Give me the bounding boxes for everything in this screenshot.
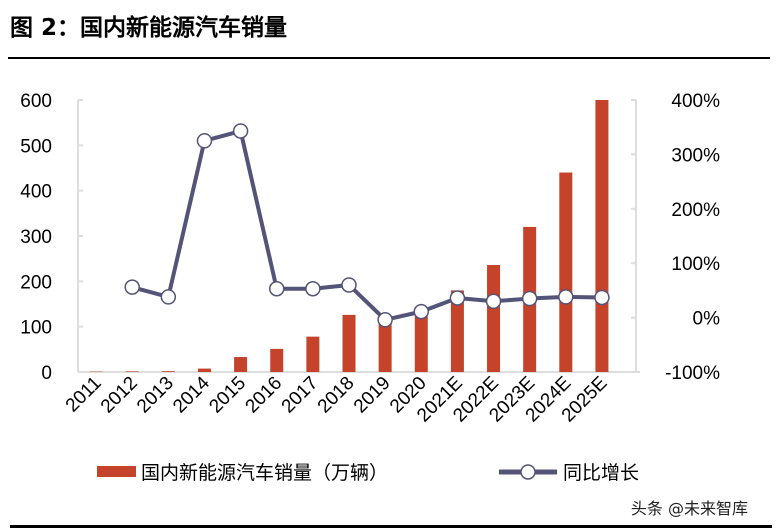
right-tick-label: 200% (671, 200, 720, 221)
bar-2018 (342, 314, 356, 372)
growth-point-2013 (160, 289, 177, 305)
legend-item-growth: 同比增长 (497, 458, 639, 485)
title-divider (8, 57, 770, 59)
x-tick-label: 2017 (278, 373, 323, 418)
growth-point-2023E (521, 290, 538, 307)
growth-point-2024E (558, 289, 574, 305)
right-tick-label: -100% (665, 363, 720, 384)
bar-2021E (450, 290, 464, 372)
bottom-divider (10, 525, 772, 528)
bar-2012 (125, 371, 139, 372)
bar-2015 (234, 357, 248, 372)
watermark: 头条 @未来智库 (630, 499, 748, 518)
bar-2019 (378, 317, 392, 372)
bar-2024E (559, 172, 573, 372)
bar-2020 (414, 309, 428, 372)
growth-point-2014 (196, 133, 213, 149)
x-tick-label: 2011 (62, 373, 106, 417)
growth-point-2017 (305, 281, 321, 297)
left-tick-label: 200 (20, 272, 52, 293)
growth-point-2025E (594, 289, 610, 306)
legend-line-swatch (499, 463, 557, 480)
left-tick-label: 400 (20, 182, 52, 203)
chart: 0 100 200 300 400 500 600 -100% 0% 100% 200% 300% 40… (20, 91, 721, 426)
x-tick-label: 2019 (350, 373, 395, 418)
left-tick-label: 100 (20, 318, 52, 339)
bar-2025E (595, 100, 609, 372)
bar-2013 (161, 371, 175, 372)
growth-point-2015 (232, 123, 249, 139)
x-tick-label: 2016 (242, 373, 287, 418)
bar-2017 (306, 336, 320, 372)
x-tick-label: 2015 (205, 373, 250, 418)
right-tick-label: 100% (671, 254, 720, 275)
legend-item-sales: 国内新能源汽车销量（万辆） (97, 458, 388, 485)
left-tick-label: 0 (41, 363, 52, 384)
x-tick-label: 2012 (97, 373, 142, 418)
x-tick-label: 2014 (169, 372, 214, 417)
left-tick-label: 600 (20, 91, 52, 112)
growth-point-2012 (124, 279, 140, 295)
growth-point-2018 (341, 277, 357, 293)
growth-point-2020 (413, 303, 430, 320)
right-tick-label: 0% (693, 309, 721, 330)
bar-2022E (487, 265, 501, 372)
bar-2016 (270, 348, 284, 372)
bar-2014 (197, 368, 211, 372)
legend-label-growth: 同比增长 (563, 462, 640, 484)
left-tick-label: 300 (20, 227, 52, 248)
growth-point-2022E (485, 293, 502, 310)
growth-point-2019 (377, 312, 393, 328)
left-tick-label: 500 (20, 136, 52, 157)
x-tick-label: 2018 (314, 373, 359, 418)
growth-point-2016 (268, 281, 285, 297)
right-tick-label: 400% (671, 91, 720, 112)
x-tick-label: 2013 (133, 373, 178, 418)
page-title: 图 2：国内新能源汽车销量 (10, 15, 288, 41)
growth-point-2021E (449, 290, 466, 306)
legend-label-sales: 国内新能源汽车销量（万辆） (141, 462, 389, 484)
legend-bar-swatch (97, 466, 136, 477)
right-tick-label: 300% (671, 145, 720, 166)
